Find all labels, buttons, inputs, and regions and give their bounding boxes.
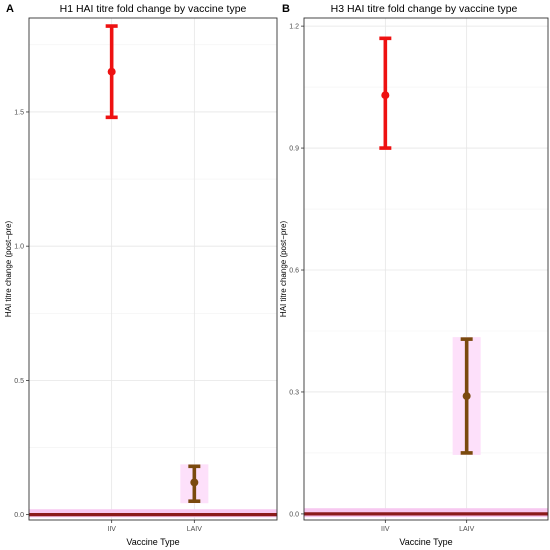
plot-panel-border	[303, 17, 549, 521]
data-point-laiv	[462, 392, 471, 401]
y-tick-label: 0.3	[289, 389, 299, 396]
x-tick-label: LAIV	[459, 526, 475, 533]
y-tick-label: 1.2	[289, 24, 299, 31]
panel-title: H3 HAI titre fold change by vaccine type	[331, 3, 518, 15]
data-point-iiv	[107, 67, 116, 76]
x-tick-label: IIV	[381, 526, 390, 533]
y-axis-title: HAI titre change (post−pre)	[4, 221, 13, 318]
y-tick-label: 1.0	[14, 244, 24, 251]
y-axis-title: HAI titre change (post−pre)	[279, 221, 288, 318]
y-tick-label: 0.9	[289, 146, 299, 153]
panel-title: H1 HAI titre fold change by vaccine type	[60, 3, 247, 15]
y-tick-label: 0.6	[289, 268, 299, 275]
x-tick-label: LAIV	[187, 526, 203, 533]
x-tick-label: IIV	[107, 526, 116, 533]
panel-tag: A	[6, 3, 14, 15]
plot-panel-background	[304, 18, 548, 520]
x-axis-title: Vaccine Type	[399, 537, 452, 547]
y-tick-label: 0.0	[14, 512, 24, 519]
x-axis-title: Vaccine Type	[126, 537, 179, 547]
panel-a: 0.0 0.5 1.0 1.5 IIV LAIV Vaccine Type HAI titre…	[4, 3, 278, 547]
plot-panel-border	[28, 17, 278, 521]
y-tick-label: 0.5	[14, 378, 24, 385]
plot-panel-background	[29, 18, 277, 520]
panel-tag: B	[282, 3, 290, 15]
panel-b: 0.0 0.3 0.6 0.9 1.2 IIV LAIV Vaccine Type HAI ti…	[279, 3, 549, 547]
data-point-iiv	[381, 91, 390, 100]
y-tick-label: 1.5	[14, 109, 24, 116]
y-tick-label: 0.0	[289, 511, 299, 518]
data-point-laiv	[190, 478, 199, 487]
